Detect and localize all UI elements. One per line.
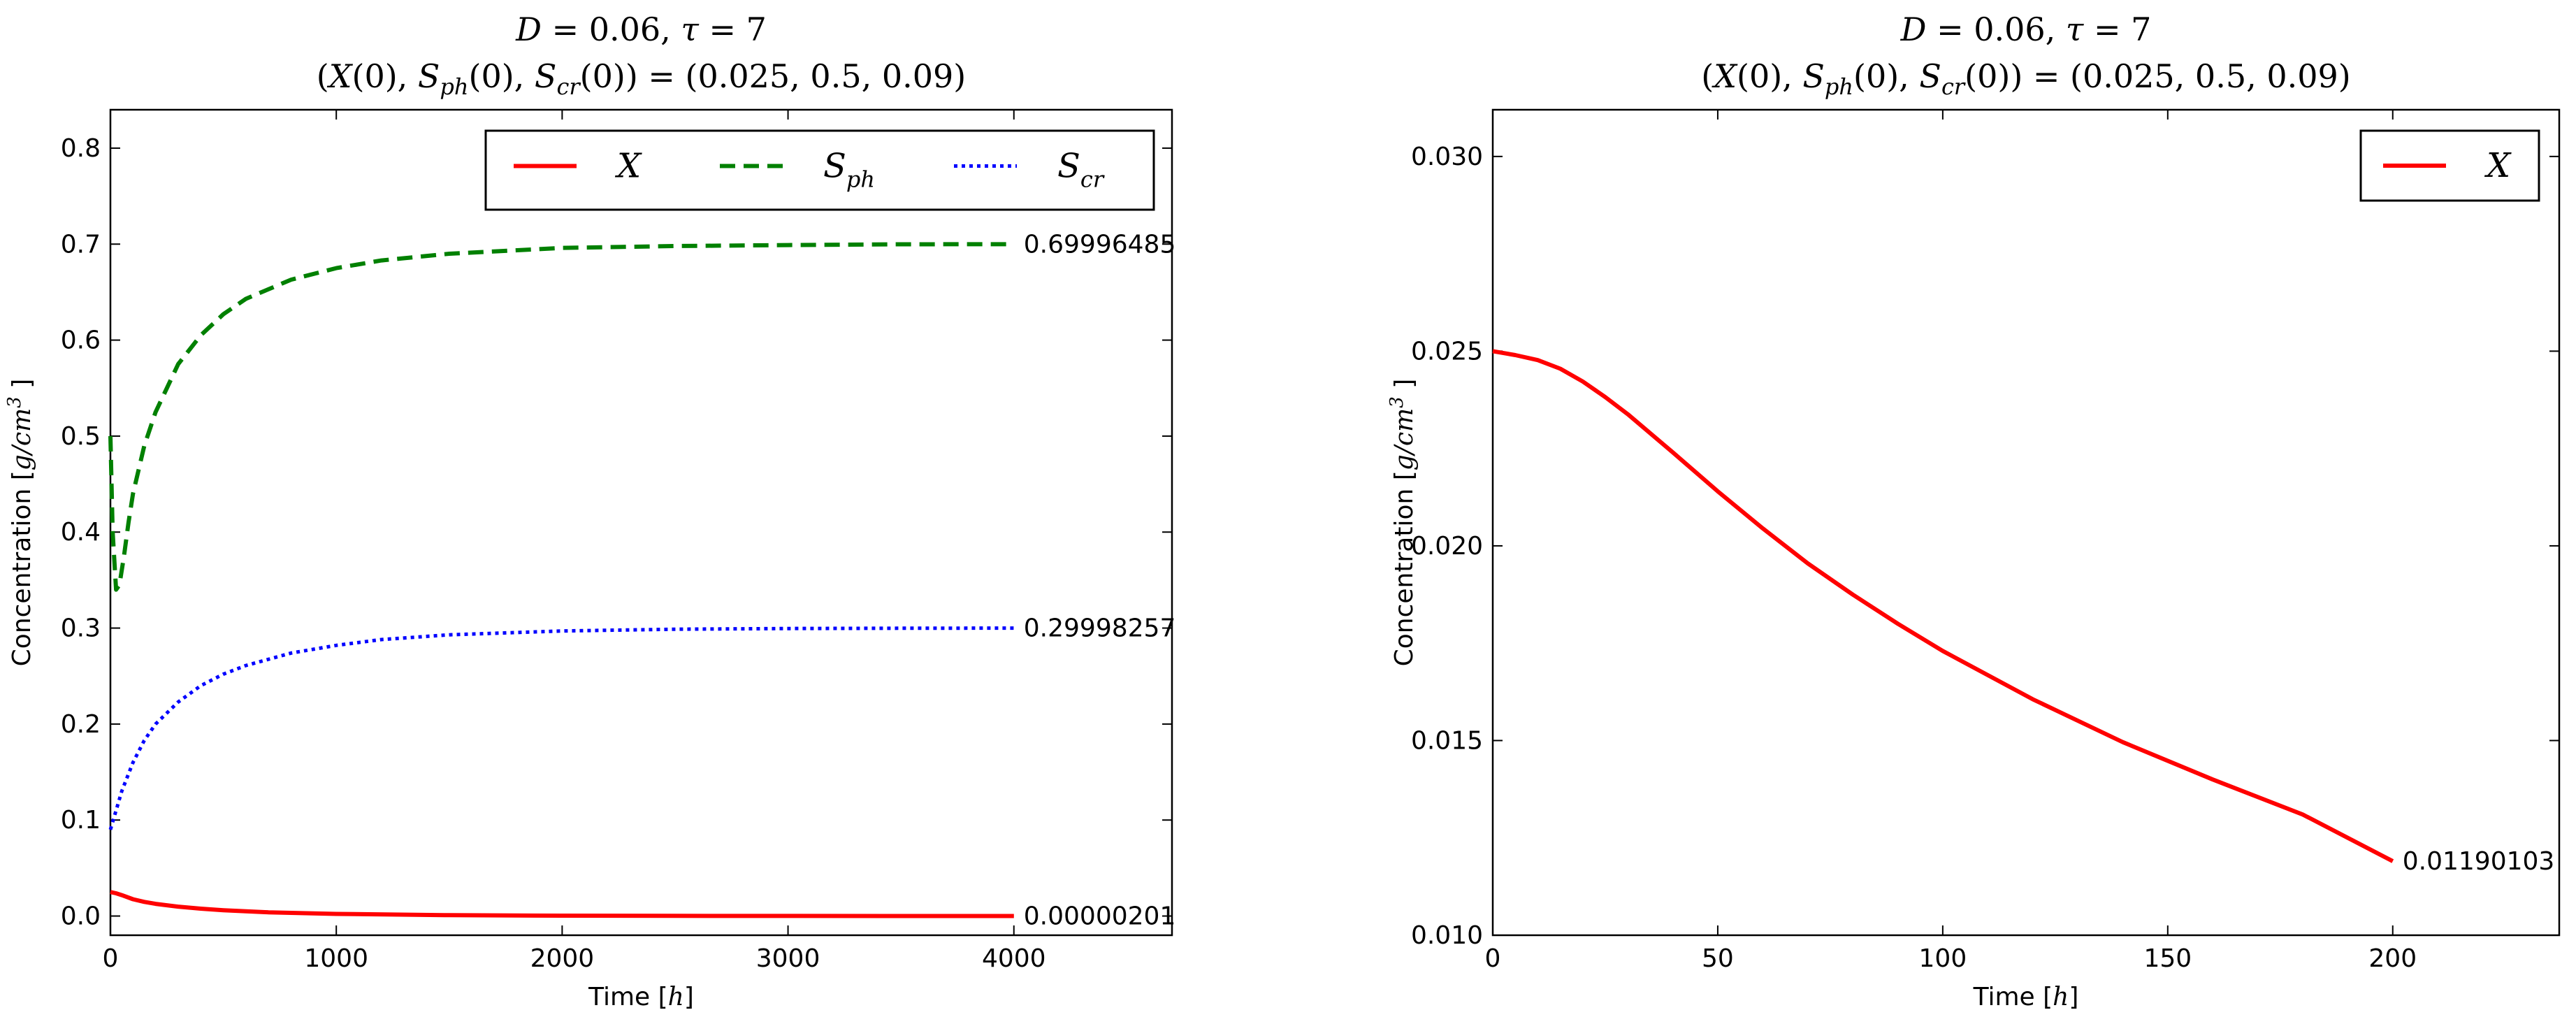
y-tick-label: 0.2 xyxy=(61,710,101,739)
plot-frame xyxy=(109,108,1173,937)
x-tick-label: 4000 xyxy=(982,944,1046,973)
y-tick-label: 0.7 xyxy=(61,230,101,259)
legend-label-x: X xyxy=(2484,146,2512,185)
plot-frame xyxy=(1491,108,2561,937)
y-tick-label: 0.015 xyxy=(1411,726,1483,755)
chart-title-line2: (X(0), Sph(0), Scr(0)) = (0.025, 0.5, 0.… xyxy=(1701,57,2350,100)
legend-label-x: X xyxy=(614,147,642,186)
x-tick-label: 1000 xyxy=(304,944,368,973)
x-tick-label: 50 xyxy=(1702,944,1734,973)
y-axis-label: Concentration [g/cm3 ] xyxy=(4,379,36,667)
y-tick-label: 0.020 xyxy=(1411,532,1483,561)
y-tick-label: 0.8 xyxy=(61,134,101,163)
legend-label-s-ph: Sph xyxy=(823,147,875,193)
x-tick-label: 150 xyxy=(2143,944,2192,973)
y-tick-label: 0.010 xyxy=(1411,921,1483,950)
x-axis-label: Time [h] xyxy=(1973,983,2079,1011)
end-value-label: 0.00000201 xyxy=(1024,902,1176,931)
end-value-label: 0.29998257 xyxy=(1024,614,1176,643)
y-tick-label: 0.6 xyxy=(61,326,101,355)
y-tick-label: 0.0 xyxy=(61,902,101,931)
y-tick-label: 0.1 xyxy=(61,806,101,835)
chart-title-line2: (X(0), Sph(0), Scr(0)) = (0.025, 0.5, 0.… xyxy=(317,57,966,100)
x-tick-label: 3000 xyxy=(756,944,820,973)
series-line-s-cr xyxy=(108,626,1014,830)
y-tick-label: 0.025 xyxy=(1411,337,1483,366)
end-value-label: 0.01190103 xyxy=(2403,847,2555,876)
x-tick-label: 200 xyxy=(2368,944,2417,973)
chart-title-line1: D = 0.06, τ = 7 xyxy=(1900,10,2152,48)
y-tick-label: 0.030 xyxy=(1411,143,1483,171)
series-line-x xyxy=(110,890,1014,918)
x-axis-label: Time [h] xyxy=(588,983,694,1011)
legend-label-s-cr: Scr xyxy=(1057,147,1105,193)
chart-right: 0 50 100 150 200 0.010 0.015 0.020 0.025 0.030 0.0… xyxy=(1387,10,2561,1011)
legend-box xyxy=(484,129,1155,211)
y-tick-label: 0.3 xyxy=(61,614,101,643)
series-line-s-ph xyxy=(108,242,1014,592)
y-axis-label: Concentration [g/cm3 ] xyxy=(1387,379,1419,667)
x-tick-label: 2000 xyxy=(530,944,595,973)
end-value-label: 0.69996485 xyxy=(1024,230,1176,259)
x-tick-label: 100 xyxy=(1919,944,1967,973)
y-tick-label: 0.5 xyxy=(61,422,101,451)
y-tick-label: 0.4 xyxy=(61,518,101,547)
chart-title-line1: D = 0.06, τ = 7 xyxy=(515,10,767,48)
x-tick-label: 0 xyxy=(1485,944,1501,973)
chart-left: 0 1000 2000 3000 4000 0.0 0.1 0.2 0.3 0.4 0.5 0.6 0.… xyxy=(4,10,1175,1011)
series-line-x xyxy=(1492,349,2394,863)
x-tick-label: 0 xyxy=(103,944,119,973)
